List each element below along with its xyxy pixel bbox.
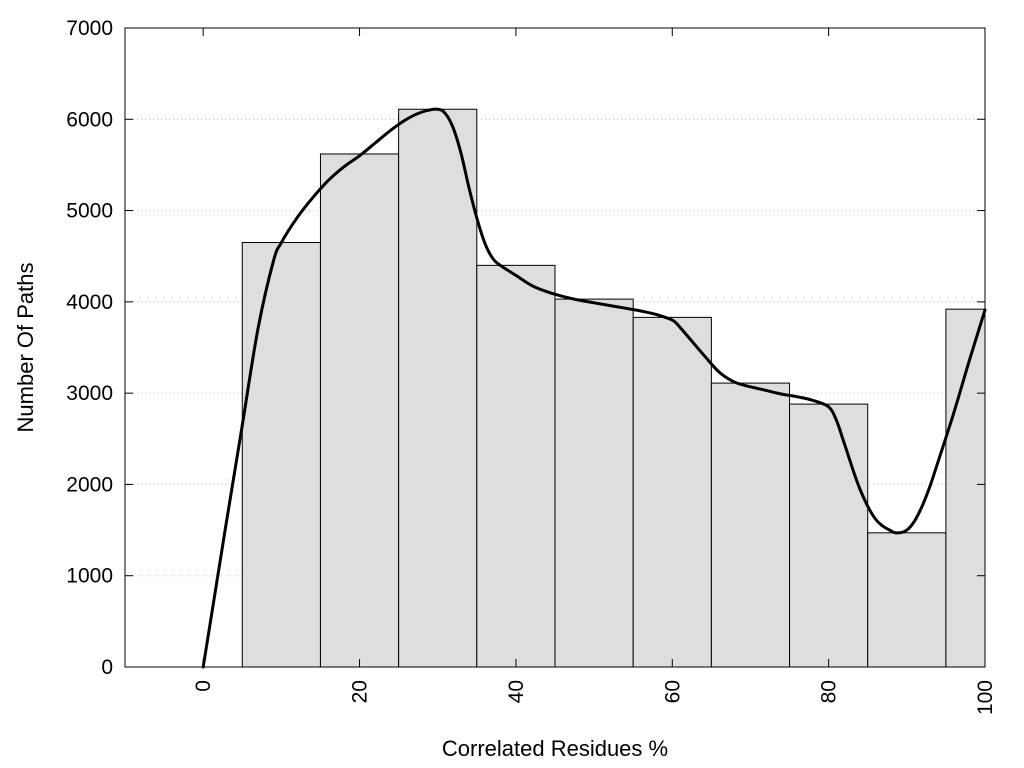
x-tick-label-0: 0 [192, 680, 215, 692]
bar-1 [319, 153, 400, 668]
bar-5 [632, 316, 712, 668]
x-tick-label-4: 80 [818, 680, 841, 703]
y-tick-label-5: 5000 [66, 200, 113, 223]
y-tick-label-0: 0 [101, 656, 113, 679]
x-tick-label-1: 20 [349, 680, 372, 703]
plot-frame [124, 27, 986, 668]
x-tick-label-2: 40 [505, 680, 528, 703]
bar-4 [554, 298, 634, 668]
smoothed-curve [201, 107, 987, 669]
x-axis-ticks: 0 20 40 60 80 100 [192, 28, 997, 715]
y-axis-ticks: 0 1000 2000 3000 4000 5000 6000 7000 [66, 17, 985, 679]
x-tick-label-3: 60 [661, 680, 684, 703]
y-tick-label-6: 6000 [66, 108, 113, 131]
bar-3 [476, 264, 556, 668]
bar-6 [710, 382, 791, 668]
bar-8 [867, 532, 947, 668]
x-axis-label: Correlated Residues % [442, 736, 668, 761]
bars [241, 108, 986, 668]
y-tick-label-7: 7000 [66, 17, 113, 40]
bar-2 [398, 108, 478, 668]
y-axis-label: Number Of Paths [13, 263, 38, 433]
bar-0 [241, 242, 321, 668]
bar-7 [789, 403, 869, 668]
bar-9 [945, 308, 986, 668]
y-tick-label-2: 2000 [66, 473, 113, 496]
y-tick-label-3: 3000 [66, 382, 113, 405]
y-tick-label-4: 4000 [66, 291, 113, 314]
y-tick-label-1: 1000 [66, 565, 113, 588]
x-tick-label-5: 100 [974, 680, 997, 715]
